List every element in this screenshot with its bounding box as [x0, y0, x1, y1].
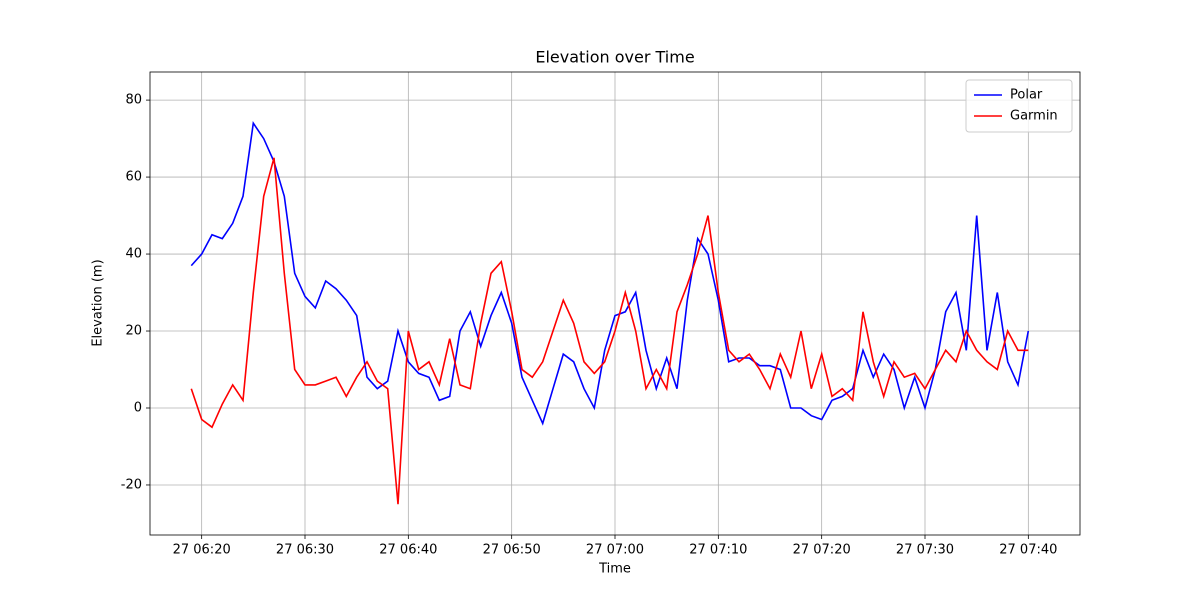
- chart-title: Elevation over Time: [535, 48, 694, 67]
- legend-label: Garmin: [1010, 109, 1058, 124]
- x-tick-label: 27 07:40: [999, 543, 1057, 558]
- y-axis-label: Elevation (m): [91, 259, 106, 346]
- x-tick-label: 27 07:00: [586, 543, 644, 558]
- x-axis-label: Time: [598, 562, 631, 577]
- x-tick-label: 27 06:40: [379, 543, 437, 558]
- x-tick-label: 27 07:10: [689, 543, 747, 558]
- plot-frame: [149, 71, 1081, 536]
- y-tick-label: 40: [125, 247, 142, 262]
- y-tick-label: 0: [134, 400, 142, 415]
- y-tick-label: 20: [125, 324, 142, 339]
- legend-box: [965, 79, 1073, 133]
- y-tick-label: 80: [125, 93, 142, 108]
- legend-label: Polar: [1010, 88, 1043, 103]
- x-tick-label: 27 06:20: [173, 543, 231, 558]
- x-tick-label: 27 06:30: [276, 543, 334, 558]
- x-tick-label: 27 07:20: [793, 543, 851, 558]
- x-tick-label: 27 06:50: [483, 543, 541, 558]
- x-tick-label: 27 07:30: [896, 543, 954, 558]
- series-line: [190, 157, 1029, 505]
- series-line: [190, 121, 1030, 426]
- y-tick-label: -20: [121, 477, 142, 492]
- y-tick-label: 60: [125, 170, 142, 185]
